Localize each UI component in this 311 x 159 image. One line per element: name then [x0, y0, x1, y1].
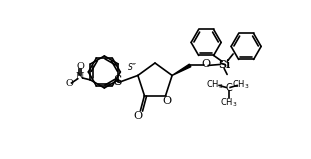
- Text: O: O: [77, 62, 84, 71]
- Text: O: O: [162, 96, 171, 106]
- Text: C: C: [226, 83, 233, 93]
- Polygon shape: [172, 64, 191, 75]
- Text: S: S: [114, 75, 122, 88]
- Text: CH$_3$: CH$_3$: [232, 78, 250, 91]
- Text: N: N: [75, 73, 84, 81]
- Text: Si: Si: [218, 59, 230, 70]
- Text: O: O: [134, 111, 143, 121]
- Text: S‴: S‴: [128, 63, 137, 73]
- Text: O: O: [66, 80, 73, 88]
- Text: CH$_3$: CH$_3$: [206, 78, 224, 91]
- Text: O: O: [202, 59, 211, 69]
- Text: CH$_3$: CH$_3$: [220, 96, 238, 109]
